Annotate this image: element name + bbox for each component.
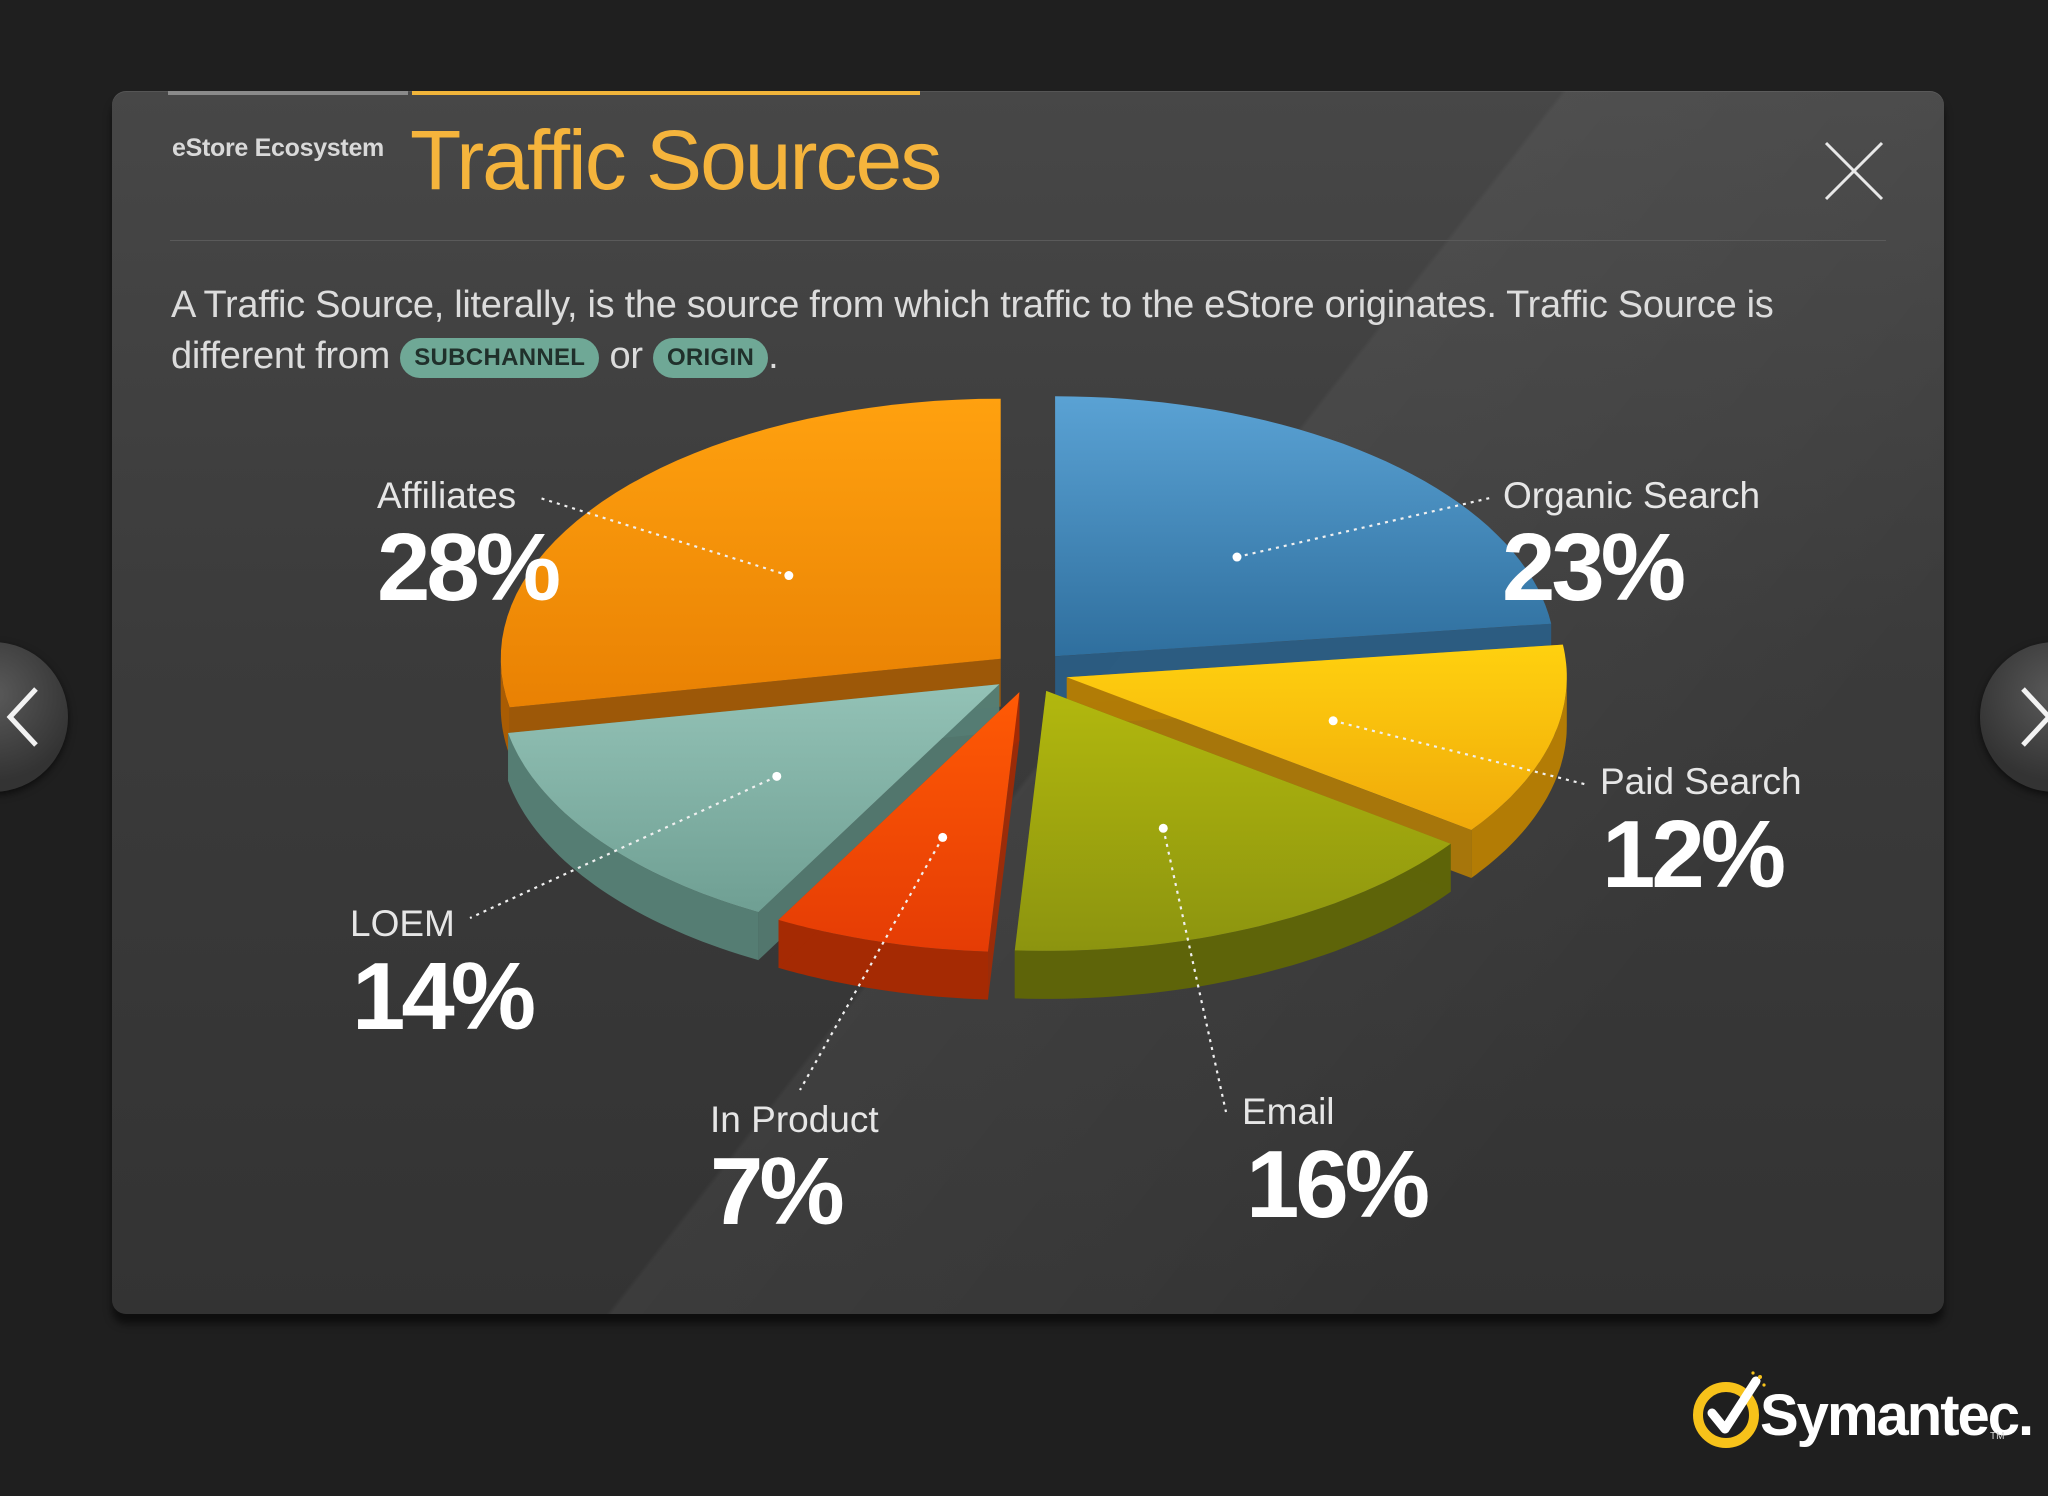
slice-cut-face [988, 692, 1020, 1000]
page-title: Traffic Sources [410, 113, 942, 207]
trademark: TM [1990, 1431, 2005, 1442]
leader-line [1162, 828, 1228, 1113]
slice-top [1055, 396, 1552, 657]
close-button[interactable] [1822, 139, 1886, 203]
leader-line [539, 496, 790, 577]
eyebrow-label: eStore Ecosystem [172, 134, 384, 162]
slice-percent: 7% [710, 1138, 842, 1245]
slice-top [500, 398, 1001, 708]
origin-pill[interactable]: ORIGIN [652, 338, 769, 378]
slice-side [508, 733, 759, 961]
slice-percent: 28% [377, 514, 559, 621]
close-icon [1824, 141, 1884, 201]
description-text: A Traffic Source, literally, is the sour… [171, 284, 1774, 377]
description-period: . [768, 335, 779, 377]
symantec-logo: Symantec. TM [1690, 1365, 2034, 1465]
next-button[interactable] [1980, 642, 2048, 792]
prev-button[interactable] [0, 642, 68, 792]
leader-line [1236, 496, 1491, 559]
slice-side [500, 658, 510, 756]
slice-percent: 16% [1246, 1131, 1428, 1238]
slice-side [1471, 677, 1567, 878]
brand-name: Symantec. [1760, 1383, 2034, 1448]
header-divider [170, 240, 1886, 241]
slice-percent: 14% [352, 943, 534, 1050]
leader-dot [772, 771, 782, 781]
tab-indicator-active[interactable] [412, 91, 920, 95]
leader-dot [938, 832, 948, 842]
chevron-right-icon [2021, 687, 2048, 747]
leader-dot [784, 571, 794, 581]
slice-label: Affiliates [377, 475, 516, 516]
slice-percent: 23% [1502, 514, 1684, 621]
subchannel-pill[interactable]: SUBCHANNEL [400, 338, 600, 378]
slice-top [778, 692, 1020, 952]
leader-dot [1232, 552, 1242, 562]
pie-slice-in-product[interactable] [778, 692, 1020, 1000]
slice-label: Organic Search [1503, 475, 1760, 516]
leader-line [799, 836, 944, 1091]
symantec-check-icon [1693, 1371, 1766, 1448]
slice-label: Paid Search [1600, 761, 1802, 802]
leader-dot [1158, 823, 1168, 833]
description: A Traffic Source, literally, is the sour… [171, 280, 1911, 382]
slice-side [778, 919, 988, 1000]
tab-indicator[interactable] [168, 91, 408, 95]
slice-side [1014, 843, 1451, 999]
slice-top [1066, 644, 1567, 830]
slice-top [508, 684, 1000, 913]
leader-line [469, 775, 778, 919]
slice-percent: 12% [1602, 801, 1784, 908]
chevron-left-icon [6, 687, 38, 747]
slice-label: In Product [710, 1099, 879, 1140]
leader-dot [1328, 716, 1338, 726]
pie-slice-email[interactable] [1014, 690, 1451, 999]
description-or: or [599, 335, 653, 377]
slice-label: LOEM [350, 903, 455, 944]
slice-top [1014, 690, 1451, 951]
slice-label: Email [1242, 1091, 1335, 1132]
